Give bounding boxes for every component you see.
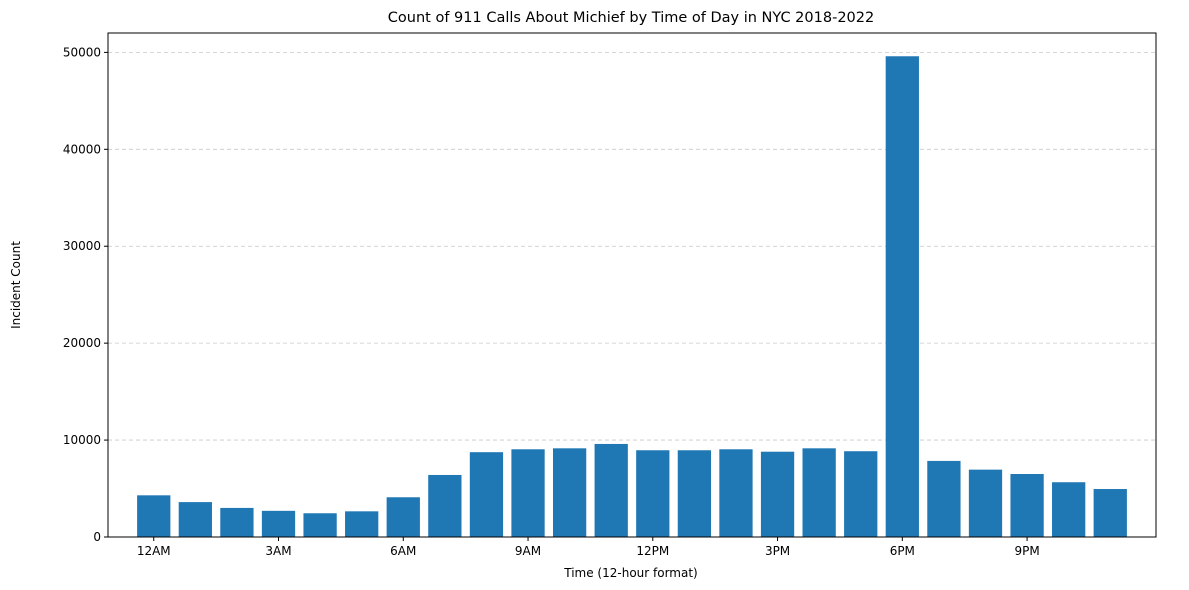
x-axis-label: Time (12-hour format) (563, 566, 697, 580)
bar-hour-22 (1052, 482, 1086, 537)
bar-hour-0 (137, 495, 171, 537)
x-tick-label: 6AM (390, 544, 416, 558)
axes (107, 32, 1157, 538)
bar-hour-2 (220, 507, 254, 537)
bar-hour-23 (1093, 489, 1127, 537)
x-tick-label: 9PM (1014, 544, 1039, 558)
x-tick-label: 6PM (890, 544, 915, 558)
bar-hour-19 (927, 460, 961, 537)
chart-title: Count of 911 Calls About Michief by Time… (388, 10, 874, 26)
bar-hour-3 (261, 510, 296, 537)
bar-hour-8 (469, 452, 504, 537)
bar-hour-11 (594, 443, 628, 537)
bar-hour-21 (1010, 474, 1044, 537)
ticks: 0 10000 20000 30000 40000 50000 12AM 3AM 6AM 9AM 1… (63, 45, 1040, 558)
bars (137, 56, 1127, 538)
bar-hour-18 (885, 56, 919, 538)
bar-hour-15 (760, 451, 795, 537)
bar-hour-9 (511, 449, 545, 537)
bar-hour-4 (303, 513, 337, 537)
bar-hour-17 (844, 451, 878, 537)
bar-hour-13 (677, 450, 712, 537)
x-tick-label: 3PM (765, 544, 790, 558)
bar-hour-6 (386, 497, 420, 537)
x-tick-label: 3AM (265, 544, 291, 558)
x-tick-label: 9AM (515, 544, 541, 558)
bar-hour-1 (178, 502, 212, 537)
y-tick-label: 10000 (63, 433, 101, 447)
plot-frame (107, 32, 1157, 538)
bar-hour-12 (636, 450, 670, 537)
y-tick-label: 20000 (63, 336, 101, 350)
bar-hour-5 (345, 511, 379, 537)
y-tick-label: 40000 (63, 142, 101, 156)
y-tick-label: 50000 (63, 45, 101, 59)
x-tick-label: 12PM (636, 544, 669, 558)
y-axis-label: Incident Count (9, 241, 23, 329)
x-tick-label: 12AM (137, 544, 171, 558)
y-tick-label: 0 (93, 530, 101, 544)
bar-hour-7 (428, 474, 462, 537)
y-tick-label: 30000 (63, 239, 101, 253)
bar-hour-10 (552, 448, 587, 537)
bar-hour-16 (802, 448, 836, 537)
bar-hour-20 (968, 469, 1003, 537)
bar-hour-14 (719, 449, 753, 537)
